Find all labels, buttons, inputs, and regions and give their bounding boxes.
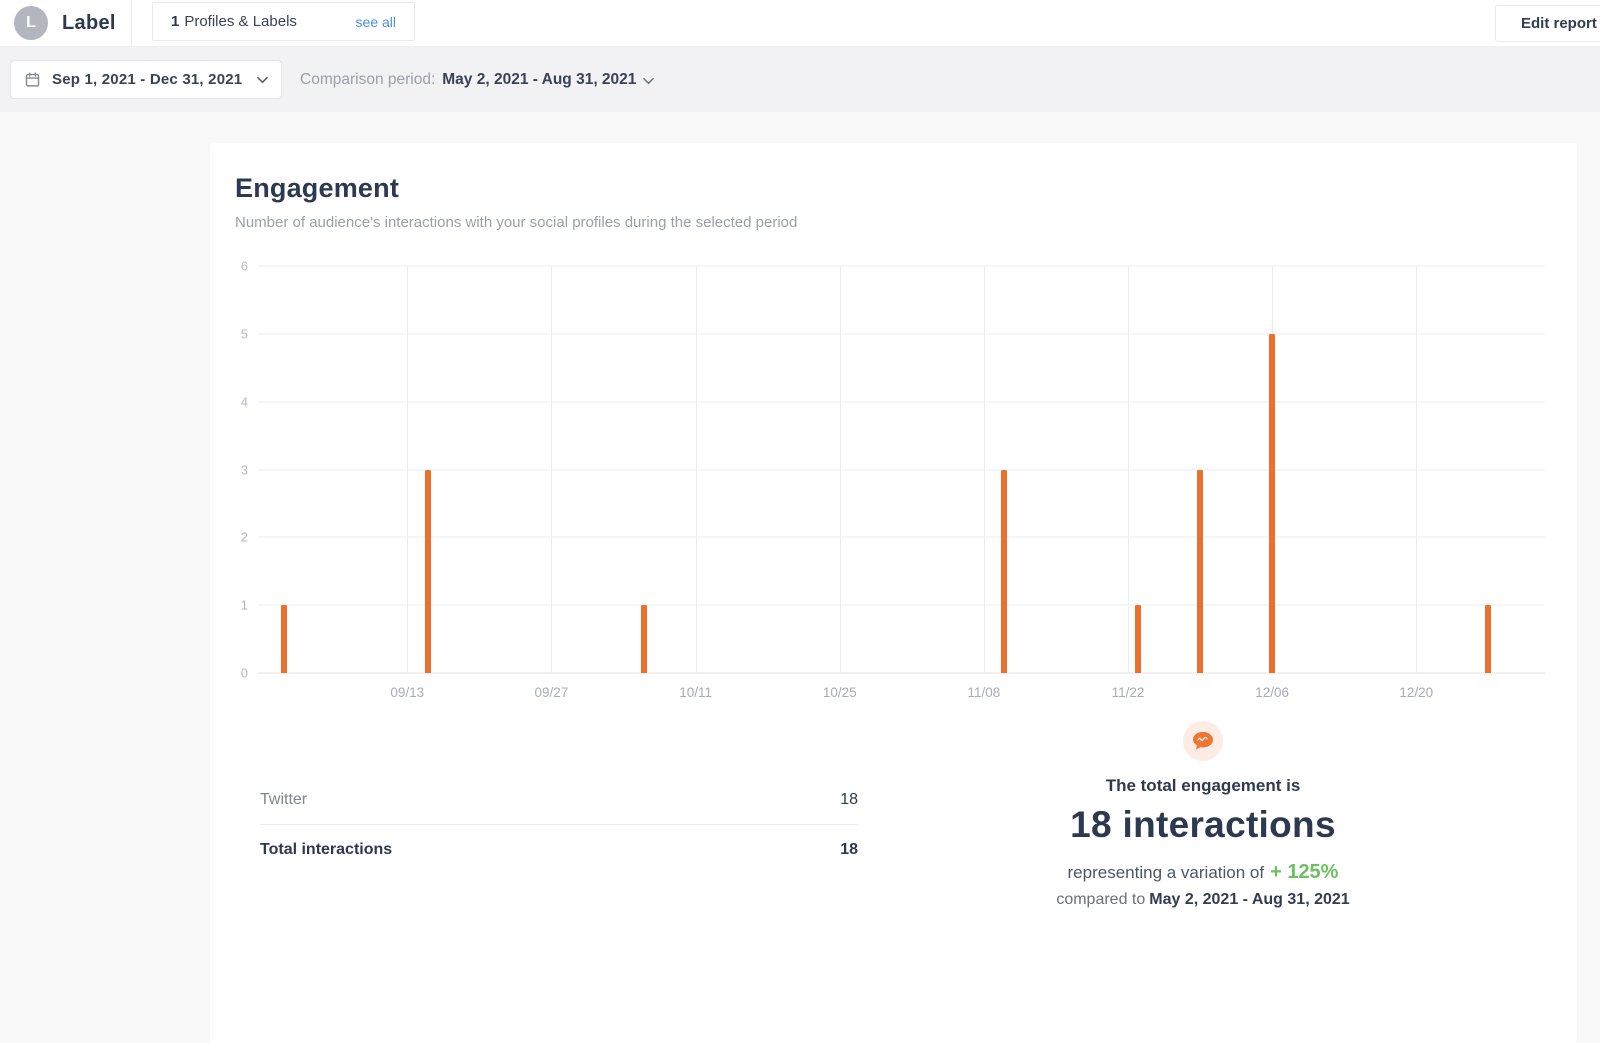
bar-12/06[interactable] xyxy=(1269,333,1276,673)
bar-09/01[interactable] xyxy=(280,605,287,673)
bar-11/29[interactable] xyxy=(1197,469,1204,673)
top-header: L Label 1 Profiles & Labels see all Edit… xyxy=(0,0,1600,47)
chevron-down-icon xyxy=(643,77,655,85)
filter-bar: Sep 1, 2021 - Dec 31, 2021 Comparison pe… xyxy=(0,47,1600,112)
x-gridline xyxy=(551,266,553,673)
bar-09/15[interactable] xyxy=(424,469,431,673)
bar-11/10[interactable] xyxy=(1001,469,1008,673)
x-tick-label: 10/11 xyxy=(679,685,712,700)
y-gridline xyxy=(258,401,1545,403)
network-value: 18 xyxy=(840,790,858,808)
x-gridline xyxy=(695,266,697,673)
bar-11/23[interactable] xyxy=(1135,605,1142,673)
edit-report-button[interactable]: Edit report xyxy=(1495,5,1600,42)
brand-chip[interactable]: L Label xyxy=(14,6,116,40)
x-gridline xyxy=(407,266,409,673)
x-tick-label: 12/06 xyxy=(1255,685,1290,700)
total-label: Total interactions xyxy=(260,841,393,858)
edit-report-label: Edit report xyxy=(1521,15,1597,32)
avatar: L xyxy=(14,6,48,40)
x-gridline xyxy=(839,266,841,673)
bar-10/06[interactable] xyxy=(641,605,648,673)
brand-name: Label xyxy=(62,11,116,34)
x-tick-label: 12/20 xyxy=(1399,685,1434,700)
x-tick-label: 11/08 xyxy=(967,685,1001,700)
x-tick-label: 09/13 xyxy=(390,685,425,700)
compared-prefix: compared to xyxy=(1056,891,1146,908)
y-tick-label: 0 xyxy=(240,665,248,681)
variation-prefix: representing a variation of xyxy=(1067,863,1265,882)
variation-value: + 125% xyxy=(1270,861,1339,883)
bar-12/27[interactable] xyxy=(1485,605,1492,673)
comparison-period-selector[interactable]: Comparison period: May 2, 2021 - Aug 31,… xyxy=(300,47,655,112)
y-gridline xyxy=(258,672,1545,674)
y-tick-label: 3 xyxy=(240,462,248,477)
engagement-card: Engagement Number of audience's interact… xyxy=(210,143,1577,1043)
summary-compared: compared to May 2, 2021 - Aug 31, 2021 xyxy=(1056,889,1349,911)
y-tick-label: 4 xyxy=(240,394,248,410)
summary-headline: 18 interactions xyxy=(1070,804,1336,845)
x-tick-label: 09/27 xyxy=(534,685,569,700)
summary-variation: representing a variation of + 125% xyxy=(1068,860,1339,885)
chevron-down-icon xyxy=(257,76,268,84)
y-tick-label: 5 xyxy=(240,326,248,342)
y-tick-label: 6 xyxy=(240,258,248,274)
table-row: Twitter 18 xyxy=(260,775,858,825)
y-gridline xyxy=(258,469,1545,470)
profiles-count: 1 xyxy=(171,13,180,30)
engagement-title: Engagement xyxy=(235,173,400,203)
comparison-value: May 2, 2021 - Aug 31, 2021 xyxy=(442,70,637,88)
y-tick-label: 1 xyxy=(240,597,248,613)
x-gridline xyxy=(1416,266,1418,673)
y-gridline xyxy=(258,333,1545,335)
engagement-summary: The total engagement is 18 interactions … xyxy=(973,721,1433,911)
date-range-value: Sep 1, 2021 - Dec 31, 2021 xyxy=(52,71,243,88)
chart-plot: 0 1 2 3 4 5 6 09/13 09/27 10/11 10/25 11/08 11/22 12/… xyxy=(241,260,1545,700)
summary-line1: The total engagement is xyxy=(1105,776,1301,795)
calendar-icon xyxy=(24,71,41,88)
compared-value: May 2, 2021 - Aug 31, 2021 xyxy=(1149,891,1350,908)
y-gridline xyxy=(258,536,1545,538)
total-value: 18 xyxy=(840,841,858,858)
table-total-row: Total interactions 18 xyxy=(260,825,858,875)
x-tick-label: 11/22 xyxy=(1111,685,1145,700)
engagement-subtitle: Number of audience's interactions with y… xyxy=(235,214,798,231)
network-label: Twitter xyxy=(260,790,308,808)
x-tick-label: 10/25 xyxy=(822,685,857,700)
speech-bubble-icon xyxy=(1183,721,1223,761)
date-range-selector[interactable]: Sep 1, 2021 - Dec 31, 2021 xyxy=(10,60,282,99)
profiles-labels-tab[interactable]: 1 Profiles & Labels see all xyxy=(152,2,415,41)
x-gridline xyxy=(1128,266,1129,673)
profiles-label: Profiles & Labels xyxy=(184,13,297,30)
totals-table: Twitter 18 Total interactions 18 xyxy=(260,775,858,875)
x-gridline xyxy=(983,266,985,673)
see-all-link[interactable]: see all xyxy=(355,13,396,30)
y-gridline xyxy=(258,265,1545,267)
header-divider xyxy=(131,0,132,46)
comparison-label: Comparison period: xyxy=(300,70,436,88)
y-tick-label: 2 xyxy=(240,529,248,545)
y-gridline xyxy=(258,604,1545,606)
